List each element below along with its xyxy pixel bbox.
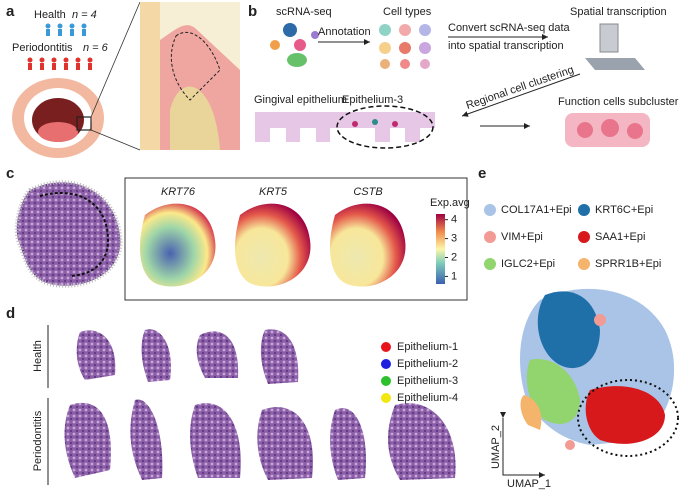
step-label: Epithelium-3 [342, 94, 403, 106]
spatial-device [585, 23, 645, 70]
legend-swatch [484, 258, 496, 270]
umap-axes [500, 412, 545, 478]
panel-label: b [248, 3, 257, 20]
legend-swatch [381, 393, 391, 403]
step-label: into spatial transcription [448, 40, 564, 52]
legend-label: Epithelium-4 [397, 392, 458, 404]
legend-label: Epithelium-2 [397, 358, 458, 370]
panel-label: e [478, 165, 486, 182]
legend-swatch [484, 204, 496, 216]
sample-count: n = 4 [72, 9, 97, 21]
panel-label: c [6, 165, 14, 182]
group-label: Health [32, 340, 44, 372]
legend-label: IGLC2+Epi [501, 258, 555, 270]
sample-count: n = 6 [83, 42, 109, 54]
legend-swatch [381, 376, 391, 386]
legend-label: Epithelium-1 [397, 341, 458, 353]
gene-label: KRT76 [161, 186, 196, 198]
step-label: scRNA-seq [276, 6, 332, 18]
heatmap-shapes [140, 203, 406, 287]
cell-type-icons [379, 24, 431, 69]
panel-label: a [6, 3, 15, 20]
colorbar [436, 214, 445, 284]
gene-label: CSTB [353, 186, 382, 198]
step-label: Convert scRNA-seq data [448, 22, 571, 34]
group-label: Periodontitis [32, 410, 44, 471]
legend-label: VIM+Epi [501, 231, 543, 243]
legend-label: Epithelium-3 [397, 375, 458, 387]
heatmap-box [124, 177, 468, 301]
group-label: Health [34, 9, 66, 21]
tissue-section [14, 180, 123, 288]
legend-swatch [578, 258, 590, 270]
cell-cluster-icons [270, 23, 319, 67]
health-icons [45, 23, 87, 36]
gene-label: KRT5 [259, 186, 288, 198]
panel-label: d [6, 305, 15, 322]
function-tissue [565, 113, 650, 147]
step-label: Spatial transcription [570, 6, 667, 18]
mouth-illustration [12, 1, 141, 158]
legend-label: SPRR1B+Epi [595, 258, 661, 270]
tooth-section [140, 2, 240, 150]
axis-label: UMAP_2 [490, 425, 502, 469]
group-label: Periodontitis [12, 42, 73, 54]
colorbar-tick-label: 4 [451, 214, 457, 226]
tissue-sections [64, 329, 456, 480]
step-label: Function cells subcluster [558, 96, 679, 108]
epithelium-strip [255, 105, 435, 149]
axis-label: UMAP_1 [507, 478, 551, 490]
step-label: Annotation [318, 26, 371, 38]
colorbar-tick-label: 2 [451, 251, 457, 263]
legend-swatch [484, 231, 496, 243]
step-label: Cell types [383, 6, 432, 18]
legend-label: SAA1+Epi [595, 231, 645, 243]
legend-swatch [381, 359, 391, 369]
colorbar-tick-label: 3 [451, 233, 457, 245]
step-label: Gingival epithelium [254, 94, 347, 106]
periodontitis-icons [27, 57, 93, 70]
umap-cloud [520, 288, 679, 457]
legend-swatch [381, 342, 391, 352]
colorbar-tick-label: 1 [451, 270, 457, 282]
legend-swatch [578, 204, 590, 216]
colorbar-title: Exp.avg [430, 197, 470, 209]
legend-swatch [578, 231, 590, 243]
legend-label: COL17A1+Epi [501, 204, 572, 216]
legend-label: KRT6C+Epi [595, 204, 653, 216]
